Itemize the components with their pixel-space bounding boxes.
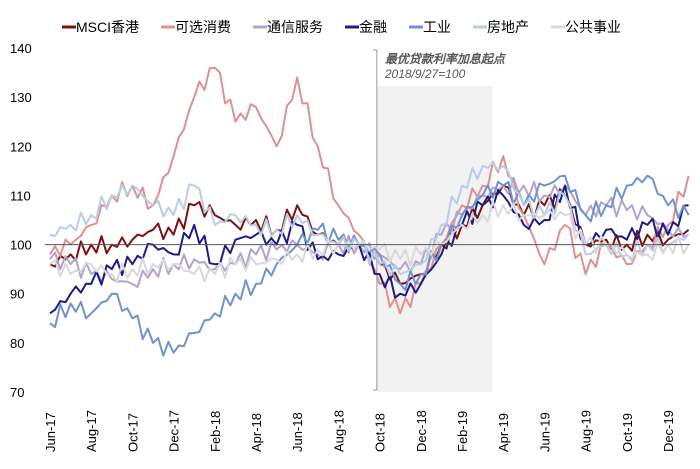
annotation-subtitle: 2018/9/27=100 [384, 67, 466, 81]
y-tick-label: 90 [10, 287, 24, 302]
x-tick-label: Aug-18 [331, 410, 346, 452]
y-tick-label: 80 [10, 336, 24, 351]
legend-label: 可选消费 [175, 19, 231, 35]
y-tick-label: 100 [10, 238, 32, 253]
x-tick-label: Oct-19 [620, 413, 635, 452]
x-tick-label: Jun-18 [290, 412, 305, 452]
x-tick-label: Feb-18 [208, 411, 223, 452]
y-tick-label: 140 [10, 41, 32, 56]
legend-label: 公共事业 [565, 19, 621, 35]
x-tick-label: Dec-19 [661, 410, 676, 452]
x-tick-label: Apr-18 [249, 413, 264, 452]
legend-label: 金融 [359, 19, 387, 35]
x-tick-label: Oct-17 [125, 413, 140, 452]
series-line-6 [49, 200, 690, 283]
y-tick-label: 130 [10, 90, 32, 105]
annotation-bracket [372, 49, 378, 391]
x-tick-label: Dec-18 [414, 410, 429, 452]
y-tick-label: 120 [10, 139, 32, 154]
x-tick-label: Aug-19 [579, 410, 594, 452]
x-tick-label: Aug-17 [84, 410, 99, 452]
y-tick-label: 70 [10, 385, 24, 400]
legend-label: MSCI香港 [76, 19, 139, 35]
series-line-5 [49, 161, 690, 277]
legend-label: 房地产 [487, 19, 529, 35]
x-tick-label: Apr-19 [496, 413, 511, 452]
x-tick-label: Jun-19 [537, 412, 552, 452]
legend-label: 工业 [423, 19, 451, 35]
annotation-title: 最优贷款利率加息起点 [385, 52, 507, 66]
series-line-4 [49, 174, 690, 357]
y-tick-label: 110 [10, 188, 31, 203]
x-tick-label: Feb-19 [455, 411, 470, 452]
x-tick-label: Oct-18 [373, 413, 388, 452]
x-tick-label: Dec-17 [167, 410, 182, 452]
x-tick-label: Jun-17 [43, 412, 58, 452]
legend-label: 通信服务 [267, 19, 323, 35]
